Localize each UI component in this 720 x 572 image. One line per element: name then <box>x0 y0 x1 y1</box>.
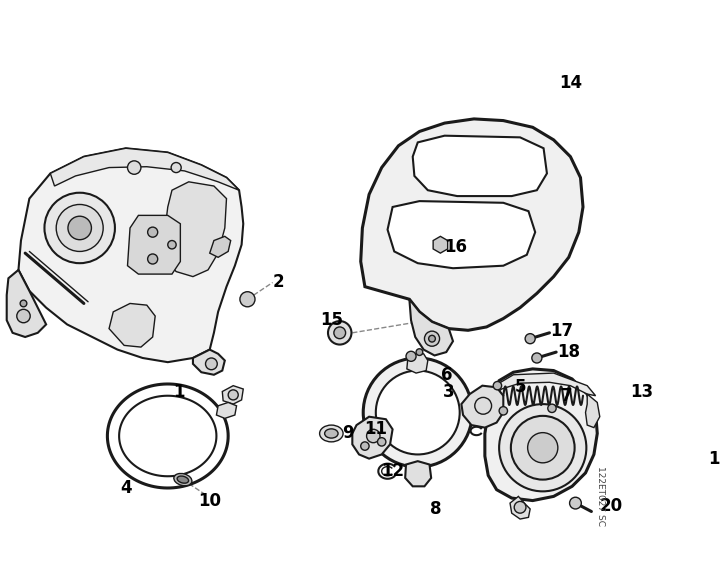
Polygon shape <box>405 461 431 486</box>
Circle shape <box>20 300 27 307</box>
Ellipse shape <box>320 425 343 442</box>
Circle shape <box>334 327 346 339</box>
Polygon shape <box>462 386 503 428</box>
Polygon shape <box>19 148 243 362</box>
Circle shape <box>205 358 217 370</box>
Circle shape <box>240 292 255 307</box>
Text: 1: 1 <box>173 383 184 400</box>
Circle shape <box>361 442 369 450</box>
Circle shape <box>570 497 581 509</box>
Polygon shape <box>109 304 156 347</box>
Text: 15: 15 <box>320 311 343 329</box>
Text: 20: 20 <box>599 498 622 515</box>
Polygon shape <box>119 396 217 476</box>
Text: 8: 8 <box>431 500 442 518</box>
Circle shape <box>366 429 380 443</box>
Text: 3: 3 <box>443 383 454 400</box>
Text: 12: 12 <box>381 462 404 480</box>
Polygon shape <box>407 354 428 373</box>
Polygon shape <box>510 496 530 519</box>
Circle shape <box>171 162 181 173</box>
Circle shape <box>532 353 542 363</box>
Circle shape <box>148 254 158 264</box>
Circle shape <box>416 349 423 355</box>
Text: 4: 4 <box>120 479 132 497</box>
Text: 10: 10 <box>198 491 221 510</box>
Circle shape <box>148 227 158 237</box>
Text: 6: 6 <box>441 366 452 384</box>
Circle shape <box>493 382 502 390</box>
Circle shape <box>425 331 440 346</box>
Text: 9: 9 <box>342 424 354 443</box>
Circle shape <box>499 407 508 415</box>
Circle shape <box>45 193 115 263</box>
Polygon shape <box>193 349 225 375</box>
Ellipse shape <box>174 474 192 486</box>
Circle shape <box>514 502 526 513</box>
Text: 11: 11 <box>364 420 387 438</box>
Polygon shape <box>485 369 598 500</box>
Circle shape <box>406 351 416 362</box>
Polygon shape <box>387 201 535 268</box>
Polygon shape <box>107 384 228 488</box>
Polygon shape <box>410 299 453 355</box>
Polygon shape <box>210 236 230 257</box>
Polygon shape <box>433 236 448 253</box>
Circle shape <box>127 161 141 174</box>
Circle shape <box>328 321 351 344</box>
Text: 122ET027 SC: 122ET027 SC <box>595 466 605 526</box>
Text: 19: 19 <box>708 450 720 468</box>
Circle shape <box>428 335 436 342</box>
Text: 16: 16 <box>444 239 467 256</box>
Circle shape <box>68 216 91 240</box>
Polygon shape <box>127 216 180 274</box>
Polygon shape <box>50 148 239 190</box>
Text: 18: 18 <box>557 343 580 361</box>
Polygon shape <box>585 394 600 428</box>
Circle shape <box>474 398 492 414</box>
Ellipse shape <box>177 476 189 483</box>
Polygon shape <box>493 373 595 396</box>
Ellipse shape <box>325 429 338 438</box>
Circle shape <box>56 204 103 252</box>
Circle shape <box>528 432 558 463</box>
Circle shape <box>499 404 586 491</box>
Polygon shape <box>361 119 583 330</box>
Circle shape <box>17 309 30 323</box>
Circle shape <box>525 333 535 344</box>
Text: 14: 14 <box>559 74 582 92</box>
Polygon shape <box>352 416 392 459</box>
Circle shape <box>228 390 238 400</box>
Circle shape <box>511 416 575 479</box>
Polygon shape <box>413 136 547 196</box>
Text: 17: 17 <box>551 322 574 340</box>
Polygon shape <box>217 403 237 418</box>
Circle shape <box>363 358 472 467</box>
Circle shape <box>376 371 459 454</box>
Text: 7: 7 <box>560 387 572 405</box>
Text: 5: 5 <box>514 378 526 396</box>
Polygon shape <box>6 270 46 337</box>
Text: 13: 13 <box>630 383 653 400</box>
Text: 2: 2 <box>273 273 284 292</box>
Circle shape <box>168 241 176 249</box>
Polygon shape <box>163 182 227 277</box>
Circle shape <box>548 404 556 412</box>
Polygon shape <box>222 386 243 404</box>
Circle shape <box>377 438 386 446</box>
